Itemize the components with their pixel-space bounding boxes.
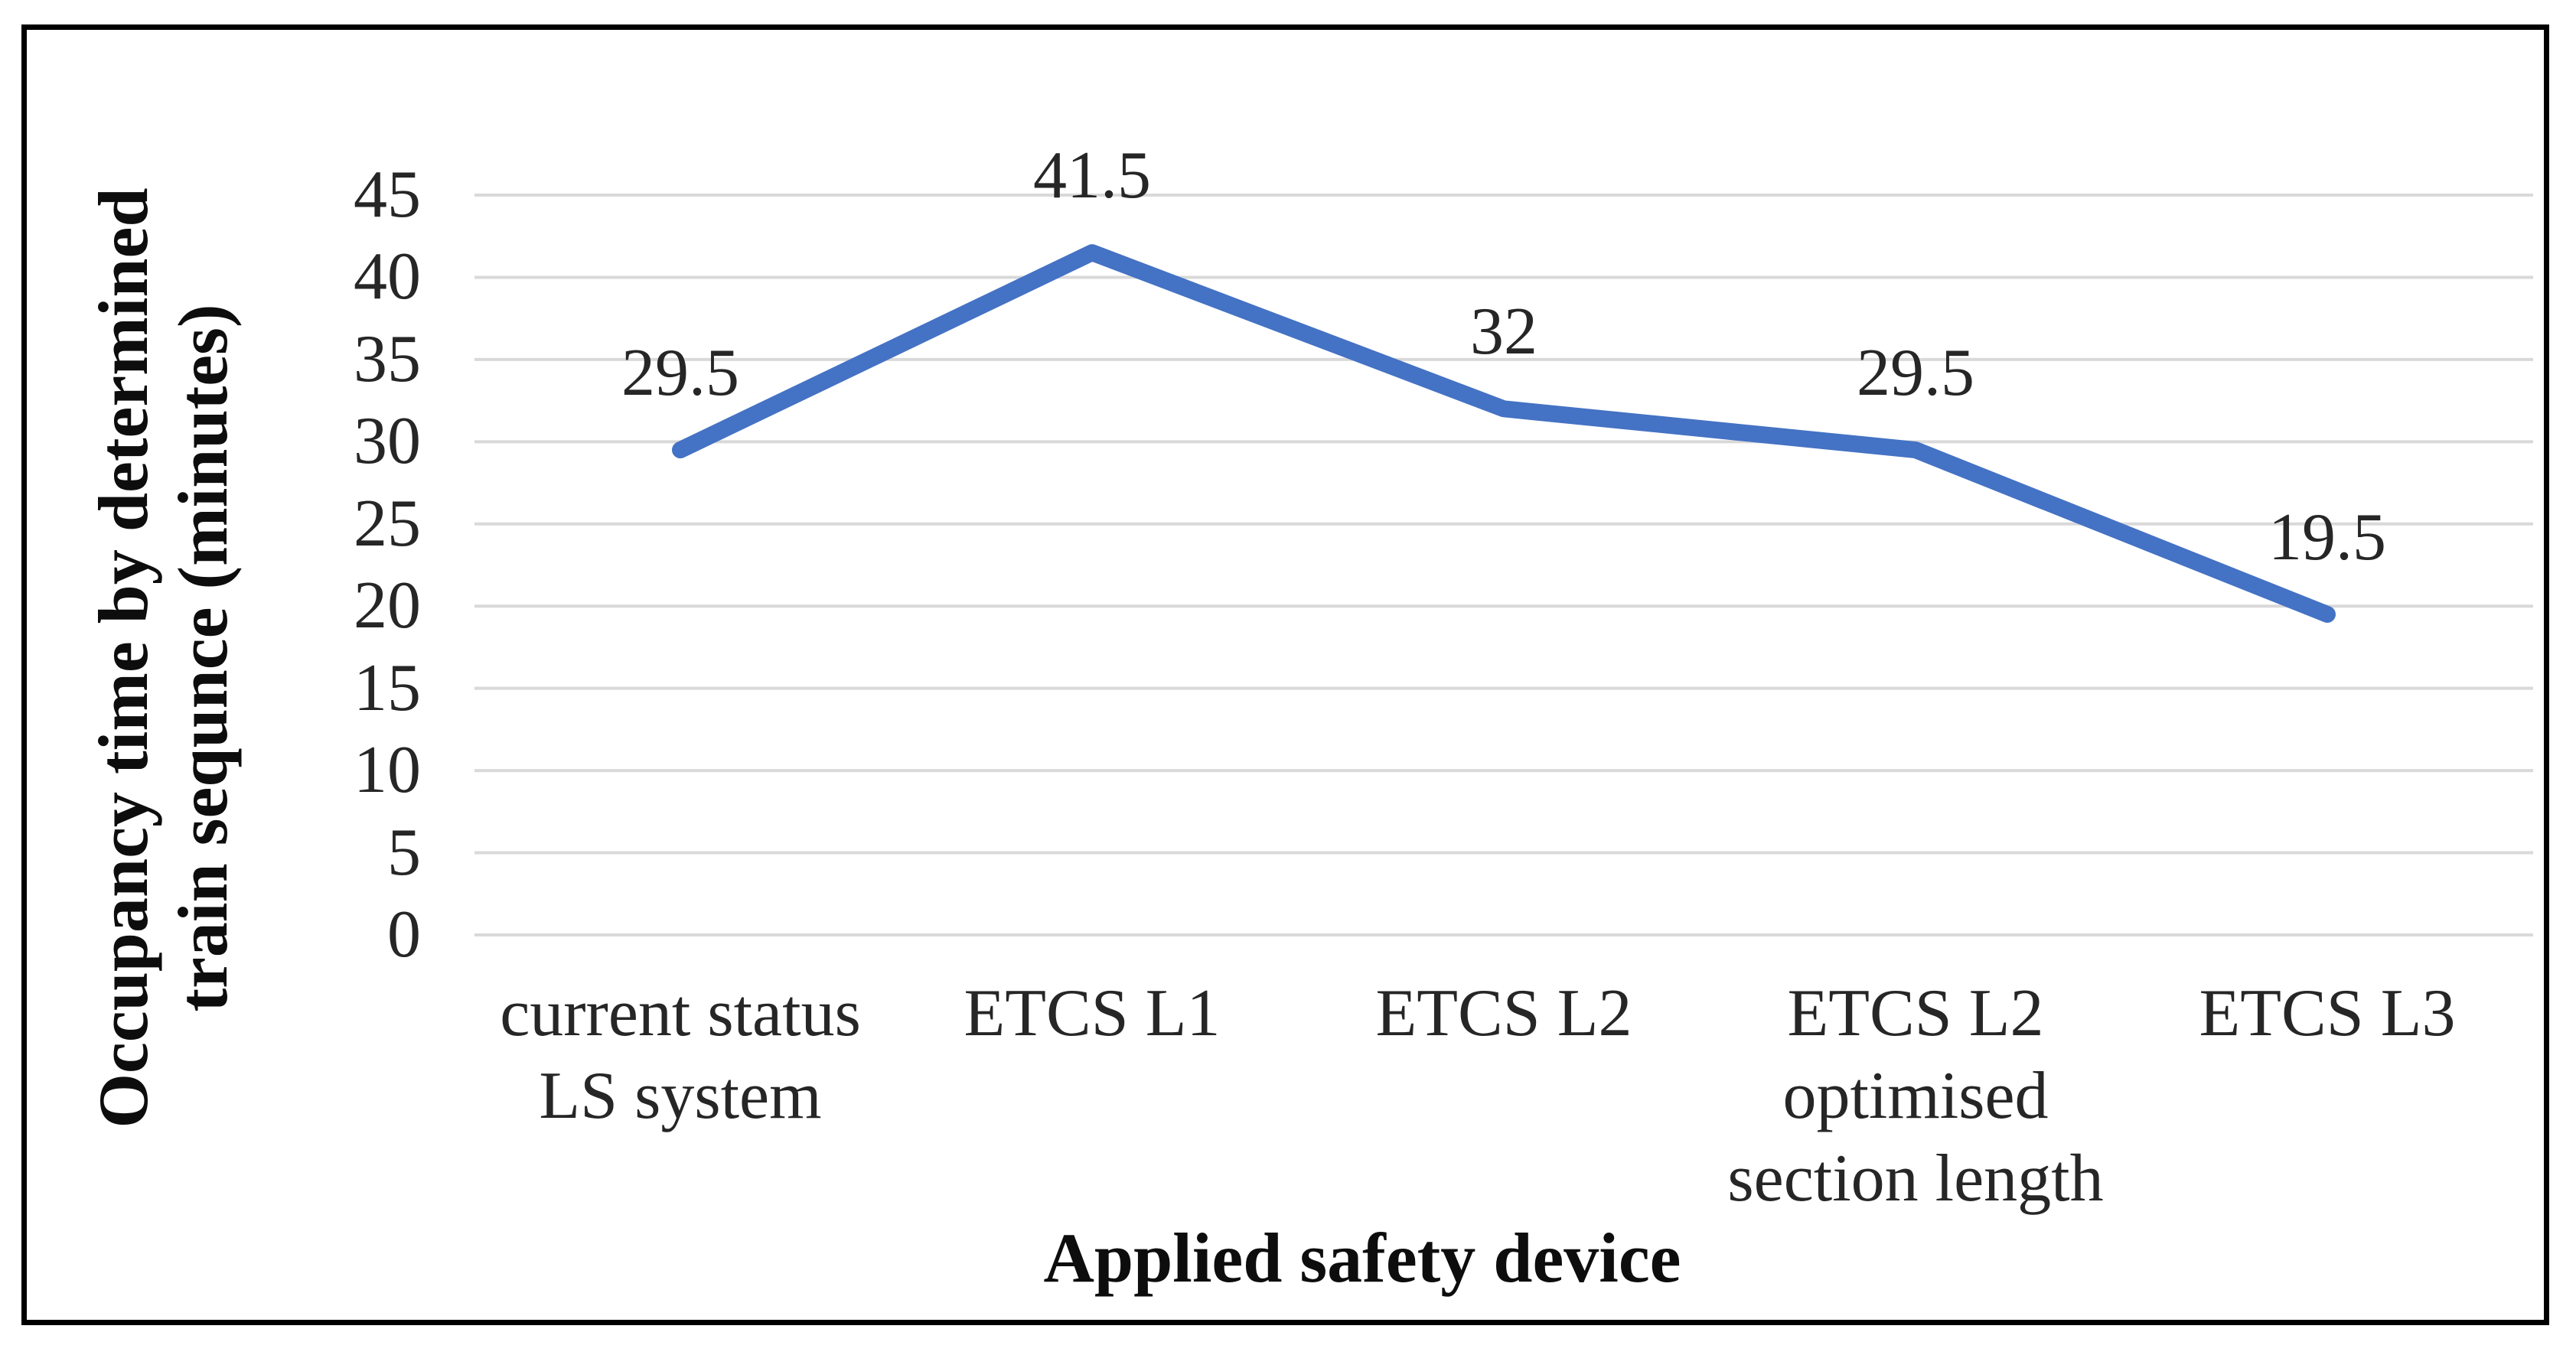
data-label: 19.5	[2268, 500, 2386, 575]
x-category-label-line: ETCS L2	[1787, 976, 2044, 1050]
y-tick-label: 0	[387, 897, 421, 972]
x-category-label: ETCS L2 optimised section length	[1625, 972, 2206, 1220]
x-category-label-line: ETCS L1	[964, 976, 1221, 1050]
x-category-label-line: optimised	[1782, 1059, 2049, 1133]
y-tick-label: 35	[354, 321, 421, 396]
data-label: 41.5	[1033, 138, 1151, 213]
x-category-label: ETCS L2	[1213, 972, 1795, 1055]
x-category-label-line: section length	[1727, 1142, 2104, 1216]
x-category-label: current status LS system	[390, 972, 971, 1138]
y-tick-label: 20	[354, 568, 421, 643]
series-line	[672, 244, 2336, 623]
gridlines	[474, 194, 2533, 936]
data-label: 32	[1470, 295, 1537, 370]
x-category-label-line: ETCS L2	[1375, 976, 1632, 1050]
x-category-label: ETCS L3	[2036, 972, 2576, 1055]
y-axis-title-line-1: Occupancy time by determined	[84, 187, 162, 1129]
y-axis-title-line-2: train sequnce (minutes)	[164, 304, 242, 1012]
y-tick-label: 30	[354, 404, 421, 479]
y-tick-label: 25	[354, 486, 421, 561]
x-category-label-line: ETCS L3	[2199, 976, 2456, 1050]
x-category-label-line: LS system	[539, 1059, 822, 1133]
y-tick-label: 10	[354, 733, 421, 808]
y-axis-title: Occupancy time by determined train sequn…	[83, 187, 243, 1128]
figure-border	[21, 24, 2549, 1325]
y-tick-label: 45	[354, 158, 421, 232]
data-label: 29.5	[621, 336, 739, 411]
x-axis-title: Applied safety device	[1043, 1219, 1681, 1297]
y-tick-label: 40	[354, 239, 421, 314]
y-tick-label: 5	[387, 815, 421, 890]
x-category-label: ETCS L1	[801, 972, 1383, 1055]
y-tick-label: 15	[354, 650, 421, 725]
x-category-label-line: current status	[500, 976, 861, 1050]
data-label: 29.5	[1857, 336, 1974, 411]
